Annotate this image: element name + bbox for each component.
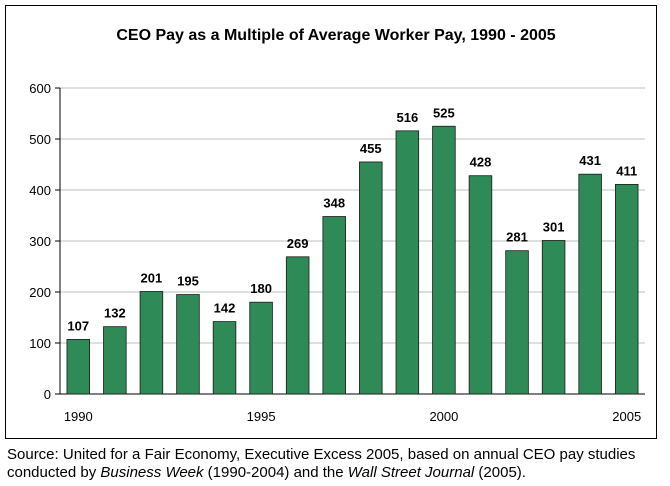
x-tick-label: 1990 (64, 409, 93, 424)
bar (176, 294, 200, 395)
y-tick-label: 600 (29, 81, 51, 96)
chart-frame: CEO Pay as a Multiple of Average Worker … (5, 5, 657, 439)
data-label: 428 (470, 155, 492, 170)
bar (212, 321, 237, 395)
data-label: 431 (579, 153, 601, 168)
data-label: 107 (67, 318, 89, 333)
data-label: 348 (323, 196, 345, 211)
x-tick-labels: 1990 1995 2000 2005 (64, 409, 641, 424)
bar (614, 183, 639, 395)
source-prefix: Source: United for a Fair Economy, Execu… (7, 446, 636, 481)
data-label: 281 (506, 230, 528, 245)
source-publication-1: Business Week (100, 464, 204, 481)
data-label: 132 (104, 306, 126, 321)
bar-chart: CEO Pay as a Multiple of Average Worker … (29, 27, 645, 424)
data-label: 201 (141, 270, 163, 285)
data-label: 269 (287, 236, 309, 251)
y-tick-label: 100 (29, 336, 51, 351)
y-tick-label: 400 (29, 183, 51, 198)
x-tick-label: 2005 (612, 409, 641, 424)
bar (505, 250, 529, 395)
data-labels: 107 132 201 195 142 180 269 348 455 516 525 428 281 3… (67, 105, 637, 333)
y-tick-label: 0 (44, 387, 51, 402)
bar (578, 173, 602, 395)
data-label: 195 (177, 274, 199, 289)
chart-title: CEO Pay as a Multiple of Average Worker … (116, 27, 555, 44)
y-tick-label: 500 (29, 132, 51, 147)
y-tick-labels: 0 100 200 300 400 500 600 (29, 81, 51, 402)
data-label: 142 (214, 301, 236, 316)
source-publication-2: Wall Street Journal (347, 464, 475, 481)
y-tick-label: 200 (29, 285, 51, 300)
bar (432, 125, 456, 395)
data-label: 525 (433, 105, 455, 120)
data-label: 301 (543, 219, 565, 234)
bars (66, 125, 639, 395)
bar (285, 256, 310, 395)
y-tick-label: 300 (29, 234, 51, 249)
bar (395, 130, 420, 395)
data-label: 455 (360, 141, 382, 156)
source-suffix: (2005). (474, 464, 526, 481)
bar (359, 161, 383, 395)
data-label: 411 (616, 163, 637, 178)
source-middle: (1990-2004) and the (203, 464, 348, 481)
x-tick-label: 1995 (247, 409, 276, 424)
x-tick-label: 2000 (429, 409, 458, 424)
bar (249, 301, 273, 395)
source-note: Source: United for a Fair Economy, Execu… (7, 446, 667, 482)
bar (541, 240, 566, 395)
data-label: 180 (250, 281, 272, 296)
bar (66, 339, 91, 395)
data-label: 516 (396, 110, 418, 125)
bar (468, 175, 493, 395)
bar (322, 216, 346, 395)
bar (103, 326, 127, 395)
bar (139, 291, 164, 395)
